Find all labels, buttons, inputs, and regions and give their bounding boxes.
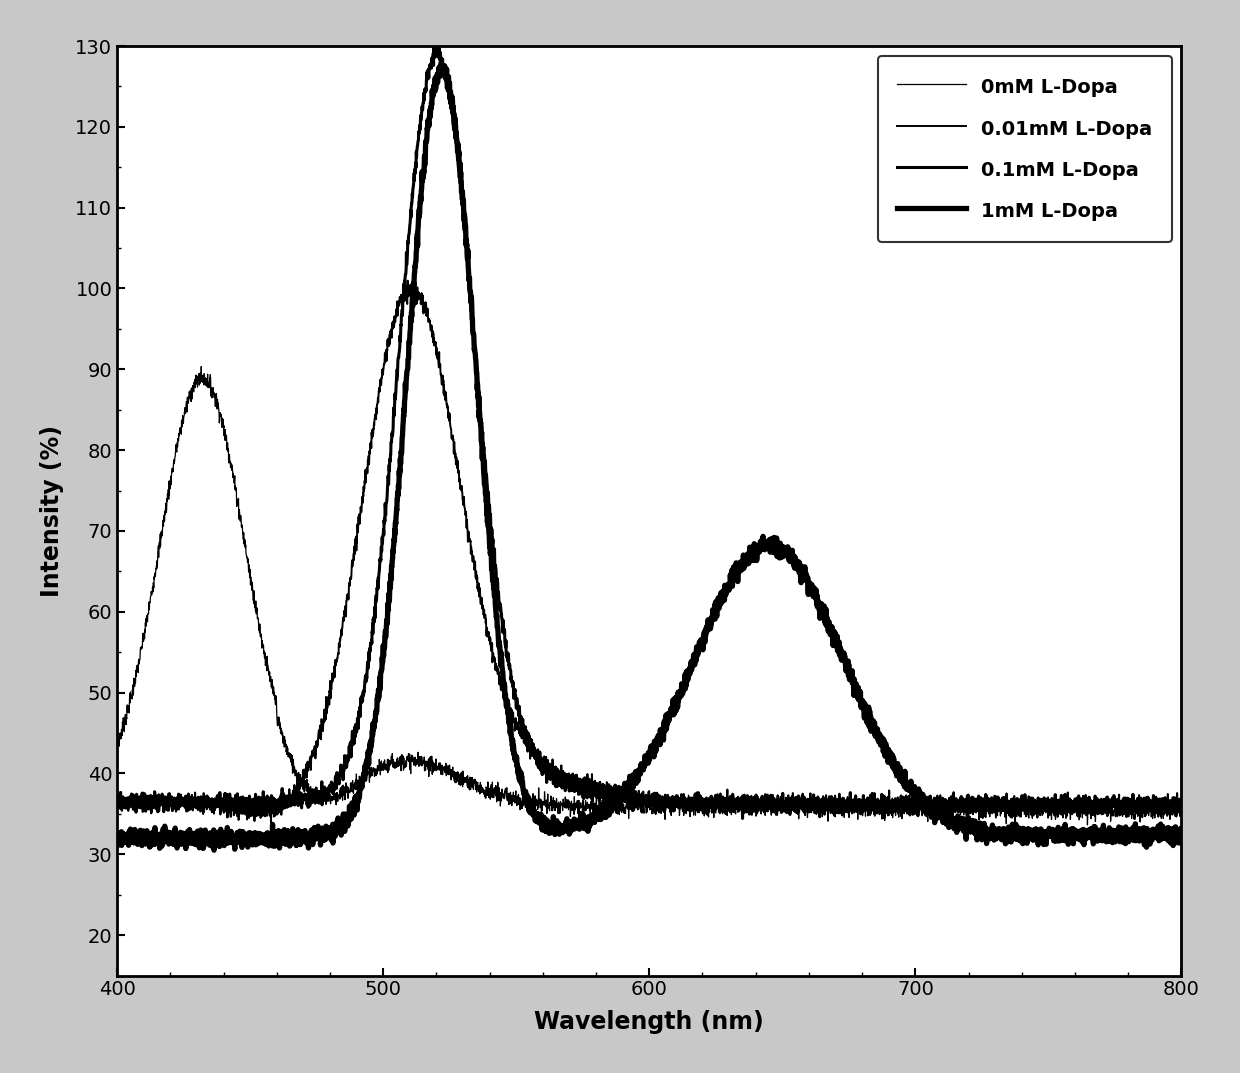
0mM L-Dopa — [109, 731, 124, 744]
1mM L-Dopa — [207, 843, 222, 856]
1mM L-Dopa — [565, 821, 580, 834]
0.1mM L-Dopa — [565, 774, 580, 787]
0mM L-Dopa — [565, 802, 580, 814]
0mM L-Dopa — [193, 361, 208, 373]
0.01mM L-Dopa — [557, 766, 572, 779]
0mM L-Dopa — [615, 798, 630, 811]
0.01mM L-Dopa — [264, 815, 279, 828]
0.1mM L-Dopa — [615, 792, 630, 805]
Line: 1mM L-Dopa: 1mM L-Dopa — [117, 62, 1182, 850]
1mM L-Dopa — [109, 839, 124, 852]
0.01mM L-Dopa — [1142, 792, 1157, 805]
0.01mM L-Dopa — [565, 769, 580, 782]
0.1mM L-Dopa — [557, 773, 572, 785]
0.1mM L-Dopa — [429, 38, 444, 50]
0.1mM L-Dopa — [109, 795, 124, 808]
1mM L-Dopa — [883, 749, 898, 762]
0.01mM L-Dopa — [1089, 795, 1104, 808]
0mM L-Dopa — [1174, 800, 1189, 813]
0mM L-Dopa — [883, 802, 898, 814]
X-axis label: Wavelength (nm): Wavelength (nm) — [534, 1011, 764, 1034]
0.1mM L-Dopa — [883, 796, 898, 809]
0.01mM L-Dopa — [1174, 795, 1189, 808]
0.01mM L-Dopa — [616, 792, 631, 805]
0.01mM L-Dopa — [883, 799, 898, 812]
0mM L-Dopa — [1089, 794, 1104, 807]
0.1mM L-Dopa — [1089, 799, 1104, 812]
0.01mM L-Dopa — [109, 794, 124, 807]
Line: 0.1mM L-Dopa: 0.1mM L-Dopa — [117, 44, 1182, 819]
1mM L-Dopa — [1174, 831, 1189, 843]
Line: 0mM L-Dopa: 0mM L-Dopa — [117, 367, 1182, 825]
0.1mM L-Dopa — [1142, 796, 1157, 809]
1mM L-Dopa — [1089, 828, 1104, 841]
1mM L-Dopa — [1142, 826, 1157, 839]
Y-axis label: Intensity (%): Intensity (%) — [40, 425, 64, 597]
1mM L-Dopa — [434, 56, 449, 69]
0.1mM L-Dopa — [1174, 797, 1189, 810]
Line: 0.01mM L-Dopa: 0.01mM L-Dopa — [117, 281, 1182, 822]
1mM L-Dopa — [557, 824, 572, 837]
0mM L-Dopa — [1142, 805, 1157, 818]
1mM L-Dopa — [616, 784, 631, 797]
Legend: 0mM L-Dopa, 0.01mM L-Dopa, 0.1mM L-Dopa, 1mM L-Dopa: 0mM L-Dopa, 0.01mM L-Dopa, 0.1mM L-Dopa,… — [878, 56, 1172, 242]
0mM L-Dopa — [1080, 819, 1095, 832]
0mM L-Dopa — [557, 797, 572, 810]
0.01mM L-Dopa — [401, 275, 415, 288]
0.1mM L-Dopa — [735, 812, 750, 825]
